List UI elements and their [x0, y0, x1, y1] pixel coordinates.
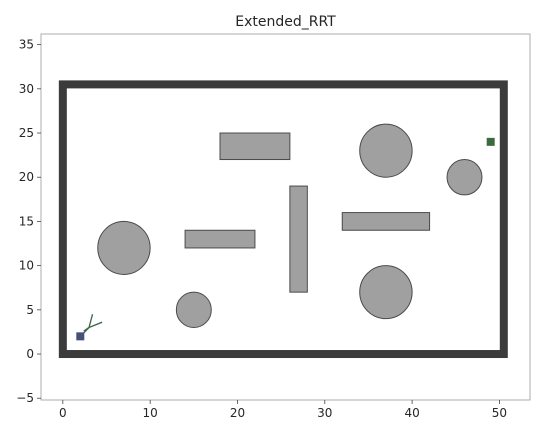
- x-tick-label: 50: [492, 406, 507, 420]
- start-marker: [76, 332, 85, 341]
- rect-obstacle: [341, 212, 431, 231]
- y-tick-label: 35: [19, 38, 34, 52]
- tree-edge: [83, 326, 90, 332]
- y-tick-label: 10: [19, 259, 34, 273]
- x-tick-label: 20: [230, 406, 245, 420]
- y-tick-label: 5: [26, 303, 34, 317]
- circle-obstacle: [97, 220, 151, 275]
- x-tick-label: 30: [317, 406, 332, 420]
- circle-obstacle: [175, 291, 212, 329]
- boundary-wall: [58, 80, 508, 359]
- markers: [76, 137, 495, 341]
- x-tick-label: 40: [404, 406, 419, 420]
- tree-edge: [88, 314, 94, 328]
- rect-obstacle: [184, 229, 256, 249]
- goal-marker: [486, 137, 495, 146]
- y-tick-label: 15: [19, 214, 34, 228]
- y-tick-label: 20: [19, 170, 34, 184]
- y-axis: −5 0 5 10 15 20 25 30 35: [16, 38, 41, 405]
- y-tick-label: −5: [16, 391, 34, 405]
- x-axis: 0 10 20 30 40 50: [59, 400, 507, 420]
- y-tick-label: 25: [19, 126, 34, 140]
- obstacles: [58, 80, 508, 359]
- y-tick-label: 0: [26, 347, 34, 361]
- circle-obstacle: [359, 265, 413, 320]
- x-tick-label: 10: [143, 406, 158, 420]
- plot-frame: [40, 33, 531, 401]
- tree-edge: [88, 321, 103, 329]
- x-tick-label: 0: [59, 406, 67, 420]
- circle-obstacle: [359, 123, 413, 178]
- chart-title: Extended_RRT: [235, 14, 336, 30]
- y-tick-label: 30: [19, 82, 34, 96]
- rect-obstacle: [219, 132, 291, 161]
- circle-obstacle: [446, 159, 483, 196]
- rect-obstacle: [289, 185, 308, 293]
